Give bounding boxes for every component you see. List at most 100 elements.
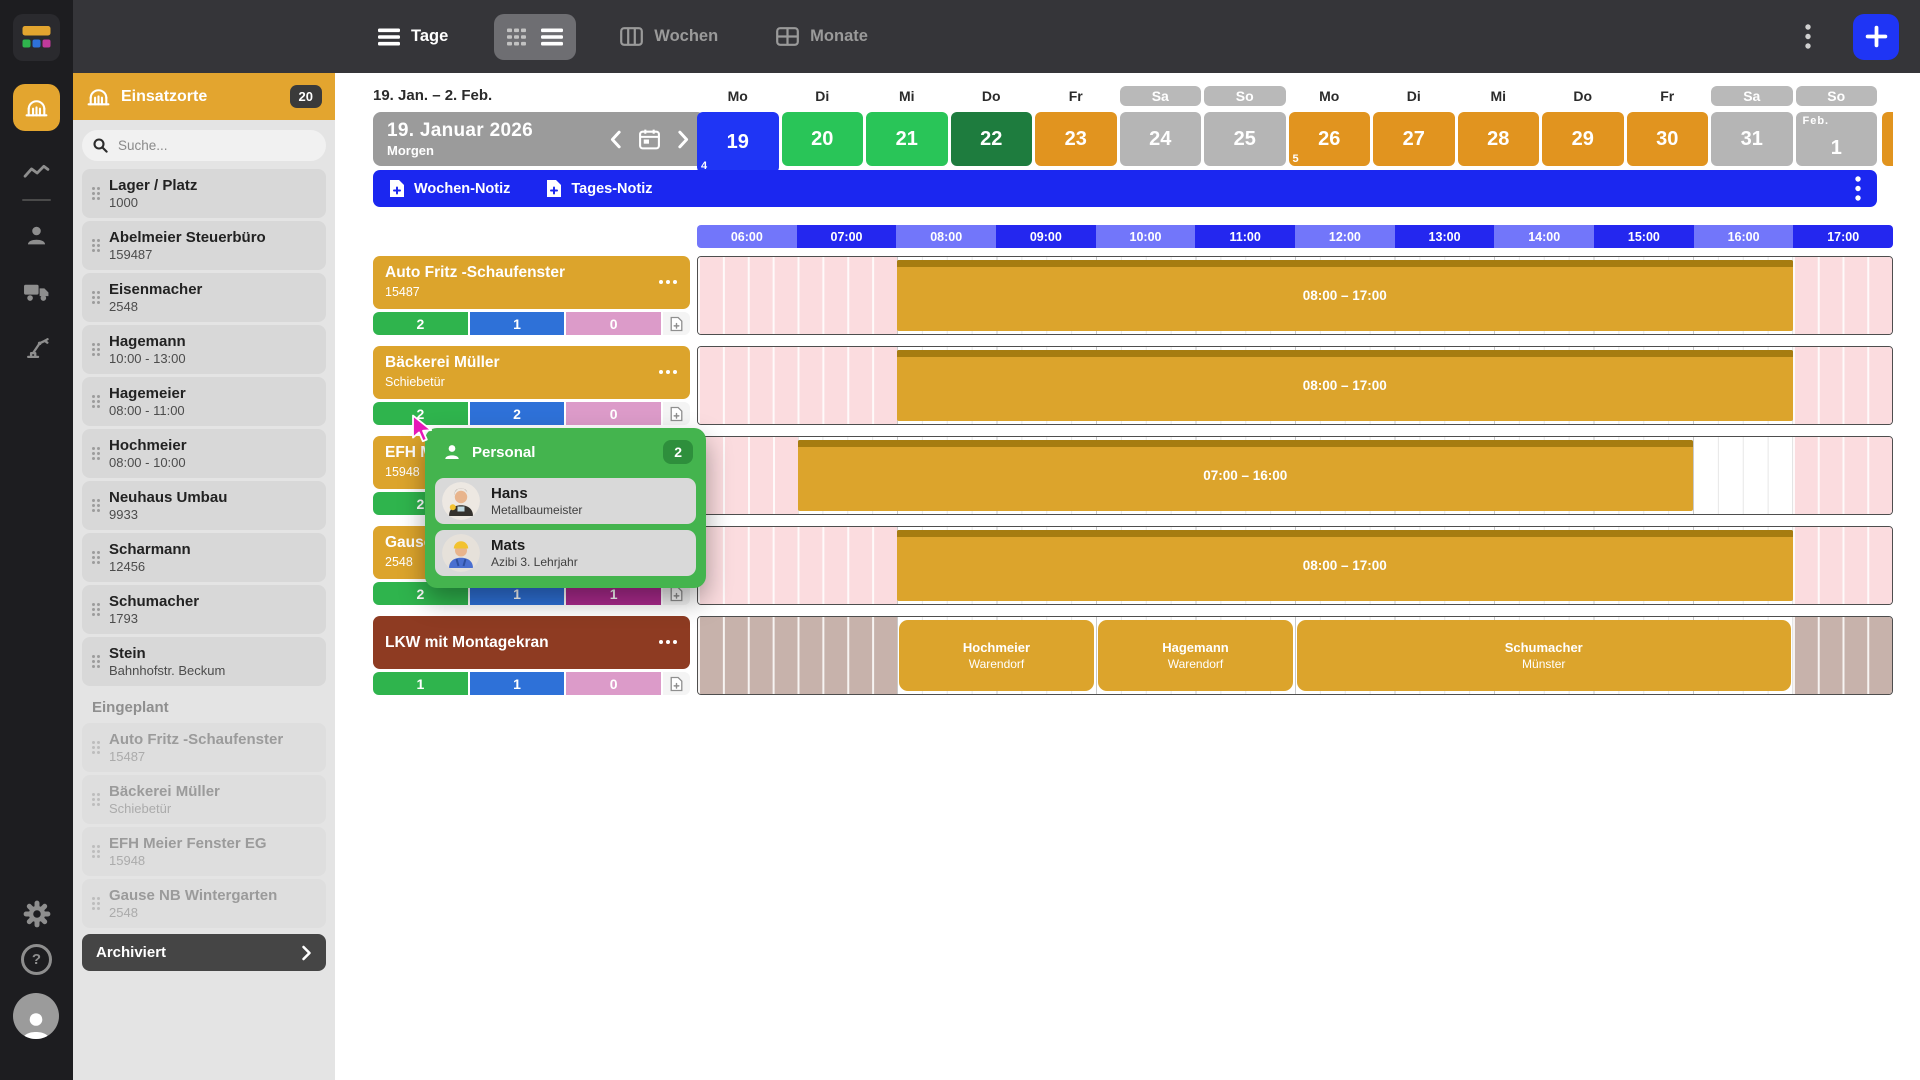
day-cell-31[interactable]: 31 [1711, 112, 1793, 166]
job-bar-4-0[interactable]: Hochmeier Warendorf [898, 620, 1095, 691]
stat-blue[interactable]: 1 [469, 312, 565, 335]
drag-handle-icon[interactable] [92, 655, 100, 668]
drag-handle-icon[interactable] [92, 793, 100, 806]
rail-item-personnel[interactable] [13, 212, 60, 259]
day-cell-27[interactable]: 27 [1373, 112, 1455, 166]
tab-tage[interactable]: Tage [378, 27, 448, 46]
einsatzort-item-6[interactable]: Neuhaus Umbau 9933 [82, 481, 326, 530]
schedule-bar-2-0[interactable]: 07:00 – 16:00 [797, 440, 1693, 511]
help-button[interactable]: ? [13, 936, 60, 983]
einsatzort-item-1[interactable]: Abelmeier Steuerbüro 159487 [82, 221, 326, 270]
drag-handle-icon[interactable] [92, 741, 100, 754]
day-cell-29[interactable]: 29 [1542, 112, 1624, 166]
next-day-partial-cell[interactable] [1882, 112, 1893, 166]
day-note-button[interactable]: Tages-Notiz [546, 179, 653, 198]
day-cell-19[interactable]: 19 4 [697, 112, 779, 173]
day-cell-21[interactable]: 21 [866, 112, 948, 166]
stat-blue[interactable]: 1 [469, 672, 565, 695]
drag-handle-icon[interactable] [92, 343, 100, 356]
app-logo[interactable] [13, 14, 60, 61]
job-bar-4-2[interactable]: Schumacher Münster [1296, 620, 1791, 691]
rail-item-statistics[interactable] [13, 148, 60, 195]
einsatzort-item-8[interactable]: Schumacher 1793 [82, 585, 326, 634]
drag-handle-icon[interactable] [92, 239, 100, 252]
schedule-bar-0-0[interactable]: 08:00 – 17:00 [897, 260, 1793, 331]
grid-view-icon[interactable] [507, 28, 527, 46]
prev-day-icon[interactable] [608, 129, 623, 150]
drag-handle-icon[interactable] [92, 187, 100, 200]
list-view-icon[interactable] [541, 28, 564, 46]
einsatzort-item-2[interactable]: Eisenmacher 2548 [82, 273, 326, 322]
stat-pink[interactable]: 0 [566, 402, 662, 425]
planned-item-1[interactable]: Bäckerei Müller Schiebetür [82, 775, 326, 824]
stat-pink[interactable]: 0 [566, 312, 662, 335]
tab-monate[interactable]: Monate [776, 27, 868, 46]
day-cell-24[interactable]: 24 [1119, 112, 1201, 166]
search-field[interactable] [82, 130, 326, 161]
timeline-track-4[interactable]: Hochmeier Warendorf Hagemann Warendorf Schum… [697, 616, 1893, 695]
archived-button[interactable]: Archiviert [82, 934, 326, 971]
timeline-track-3[interactable]: 08:00 – 17:00 [697, 526, 1893, 605]
drag-handle-icon[interactable] [92, 551, 100, 564]
row-note-button[interactable] [663, 312, 691, 335]
stat-green[interactable]: 2 [373, 402, 468, 425]
drag-handle-icon[interactable] [92, 845, 100, 858]
drag-handle-icon[interactable] [92, 291, 100, 304]
notes-menu-icon[interactable] [1855, 176, 1861, 201]
next-day-icon[interactable] [676, 129, 691, 150]
drag-handle-icon[interactable] [92, 395, 100, 408]
timeline-track-0[interactable]: 08:00 – 17:00 [697, 256, 1893, 335]
timeline-track-1[interactable]: 08:00 – 17:00 [697, 346, 1893, 425]
tab-wochen[interactable]: Wochen [620, 27, 718, 46]
row-card-1[interactable]: Bäckerei Müller Schiebetür [373, 346, 690, 399]
day-cell-1[interactable]: 1 Feb. [1795, 112, 1877, 166]
settings-button[interactable] [13, 890, 60, 937]
popup-person-mats[interactable]: Mats Azibi 3. Lehrjahr [435, 530, 696, 576]
einsatzort-item-3[interactable]: Hagemann 10:00 - 13:00 [82, 325, 326, 374]
row-menu-icon[interactable] [659, 640, 677, 644]
add-button[interactable] [1853, 13, 1899, 60]
day-cell-30[interactable]: 30 [1626, 112, 1708, 166]
einsatzort-item-0[interactable]: Lager / Platz 1000 [82, 169, 326, 218]
drag-handle-icon[interactable] [92, 603, 100, 616]
day-cell-25[interactable]: 25 [1204, 112, 1286, 166]
day-cell-28[interactable]: 28 [1457, 112, 1539, 166]
week-note-button[interactable]: Wochen-Notiz [389, 179, 510, 198]
row-menu-icon[interactable] [659, 280, 677, 284]
drag-handle-icon[interactable] [92, 897, 100, 910]
popup-person-hans[interactable]: Hans Metallbaumeister [435, 478, 696, 524]
drag-handle-icon[interactable] [92, 447, 100, 460]
row-menu-icon[interactable] [659, 370, 677, 374]
stat-pink[interactable]: 0 [566, 672, 662, 695]
drag-handle-icon[interactable] [92, 499, 100, 512]
row-note-button[interactable] [663, 672, 691, 695]
rail-item-machines[interactable] [13, 324, 60, 371]
timeline-track-2[interactable]: 07:00 – 16:00 [697, 436, 1893, 515]
topbar-menu-icon[interactable] [1805, 24, 1811, 49]
schedule-bar-1-0[interactable]: 08:00 – 17:00 [897, 350, 1793, 421]
einsatzort-item-4[interactable]: Hagemeier 08:00 - 11:00 [82, 377, 326, 426]
search-input[interactable] [116, 137, 315, 154]
calendar-icon[interactable] [638, 128, 661, 151]
day-cell-26[interactable]: 26 5 [1288, 112, 1370, 166]
planned-item-2[interactable]: EFH Meier Fenster EG 15948 [82, 827, 326, 876]
einsatzort-item-5[interactable]: Hochmeier 08:00 - 10:00 [82, 429, 326, 478]
planned-item-0[interactable]: Auto Fritz -Schaufenster 15487 [82, 723, 326, 772]
row-card-4[interactable]: LKW mit Montagekran [373, 616, 690, 669]
row-card-0[interactable]: Auto Fritz -Schaufenster 15487 [373, 256, 690, 309]
day-cell-23[interactable]: 23 [1035, 112, 1117, 166]
user-avatar[interactable] [13, 993, 59, 1039]
einsatzort-item-7[interactable]: Scharmann 12456 [82, 533, 326, 582]
schedule-bar-3-0[interactable]: 08:00 – 17:00 [897, 530, 1793, 601]
planned-item-3[interactable]: Gause NB Wintergarten 2548 [82, 879, 326, 928]
day-cell-22[interactable]: 22 [950, 112, 1032, 166]
day-cell-20[interactable]: 20 [781, 112, 863, 166]
stat-green[interactable]: 1 [373, 672, 468, 695]
date-picker[interactable]: 19. Januar 2026 Morgen [373, 112, 705, 166]
rail-item-vehicles[interactable] [13, 268, 60, 315]
stat-green[interactable]: 2 [373, 312, 468, 335]
rail-item-einsatzorte[interactable] [13, 84, 60, 131]
stat-blue[interactable]: 2 [469, 402, 565, 425]
einsatzort-item-9[interactable]: Stein Bahnhofstr. Beckum [82, 637, 326, 686]
row-note-button[interactable] [663, 402, 691, 425]
